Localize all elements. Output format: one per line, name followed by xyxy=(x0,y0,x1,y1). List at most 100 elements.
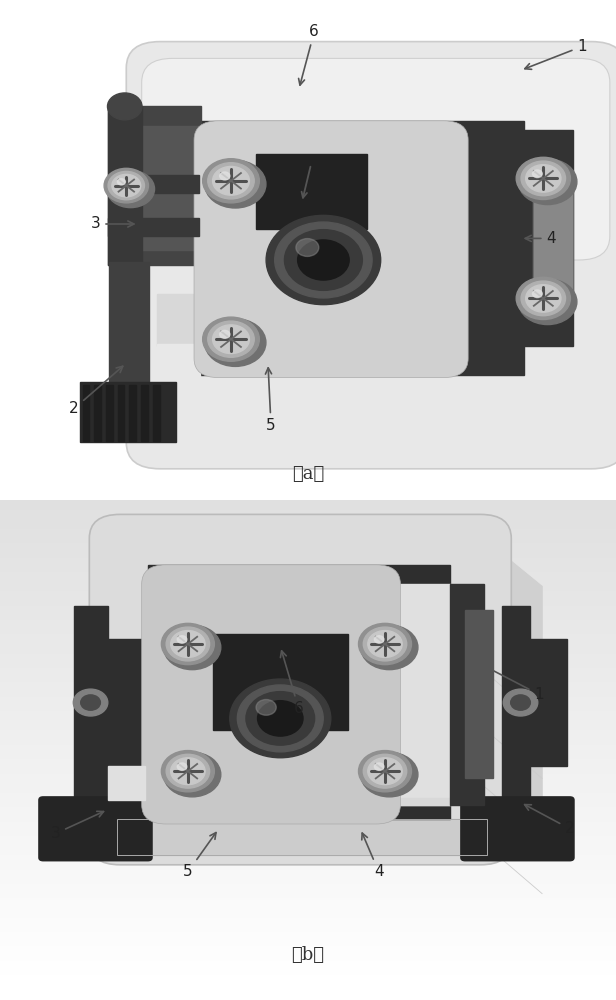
Bar xyxy=(148,565,450,819)
Circle shape xyxy=(203,159,259,203)
Bar xyxy=(108,106,201,265)
Text: 3: 3 xyxy=(51,811,103,841)
Circle shape xyxy=(525,285,561,312)
Circle shape xyxy=(213,166,249,195)
Text: 2: 2 xyxy=(525,805,575,836)
Circle shape xyxy=(361,625,418,670)
Bar xyxy=(109,262,149,385)
Bar xyxy=(521,130,573,346)
Circle shape xyxy=(177,636,187,643)
Circle shape xyxy=(521,161,565,196)
Polygon shape xyxy=(502,606,567,800)
Bar xyxy=(141,385,148,441)
Circle shape xyxy=(107,170,155,208)
Circle shape xyxy=(171,631,205,657)
Circle shape xyxy=(511,695,530,710)
Circle shape xyxy=(516,157,570,200)
FancyBboxPatch shape xyxy=(126,42,616,469)
Circle shape xyxy=(220,172,230,180)
Circle shape xyxy=(516,277,570,320)
Circle shape xyxy=(368,758,402,785)
Bar xyxy=(108,106,142,265)
Circle shape xyxy=(521,281,565,316)
Circle shape xyxy=(205,319,266,366)
Bar xyxy=(129,385,136,441)
Circle shape xyxy=(208,163,254,199)
Circle shape xyxy=(230,679,331,758)
Text: 4: 4 xyxy=(362,833,384,880)
Text: 4: 4 xyxy=(525,231,556,246)
Bar xyxy=(108,175,199,193)
Circle shape xyxy=(166,754,209,788)
Circle shape xyxy=(246,692,315,745)
FancyBboxPatch shape xyxy=(89,514,511,865)
Circle shape xyxy=(359,623,411,665)
Circle shape xyxy=(532,170,542,178)
Circle shape xyxy=(375,636,384,643)
Bar xyxy=(533,183,573,303)
Circle shape xyxy=(171,758,205,785)
Circle shape xyxy=(104,168,148,203)
Circle shape xyxy=(518,159,577,205)
Bar xyxy=(132,126,200,250)
Text: 1: 1 xyxy=(479,663,544,702)
Bar xyxy=(157,294,200,346)
Circle shape xyxy=(81,695,100,710)
Bar xyxy=(117,819,487,855)
Bar xyxy=(157,344,200,380)
Bar xyxy=(106,385,113,441)
Circle shape xyxy=(237,685,323,752)
Circle shape xyxy=(108,93,142,120)
FancyBboxPatch shape xyxy=(142,58,610,260)
Circle shape xyxy=(363,754,407,788)
Bar xyxy=(533,183,573,303)
Text: 6: 6 xyxy=(299,24,319,85)
Circle shape xyxy=(275,222,372,298)
Circle shape xyxy=(112,174,140,197)
Polygon shape xyxy=(74,606,145,800)
Bar xyxy=(83,385,89,441)
FancyBboxPatch shape xyxy=(194,121,468,378)
Circle shape xyxy=(220,330,230,338)
Circle shape xyxy=(213,325,249,354)
Bar xyxy=(80,382,176,442)
Text: 1: 1 xyxy=(525,39,587,69)
Circle shape xyxy=(73,689,108,716)
Bar xyxy=(465,610,493,778)
Circle shape xyxy=(361,752,418,797)
FancyBboxPatch shape xyxy=(142,565,400,824)
Circle shape xyxy=(256,700,276,715)
Circle shape xyxy=(285,230,362,290)
Bar xyxy=(94,385,101,441)
FancyBboxPatch shape xyxy=(460,796,575,861)
Text: 5: 5 xyxy=(265,368,276,433)
Circle shape xyxy=(503,689,538,716)
Bar xyxy=(118,385,124,441)
Circle shape xyxy=(118,179,126,185)
Bar xyxy=(200,121,524,375)
Circle shape xyxy=(257,701,303,736)
Polygon shape xyxy=(120,536,542,586)
Text: （a）: （a） xyxy=(292,465,324,483)
Text: （b）: （b） xyxy=(291,946,325,964)
FancyBboxPatch shape xyxy=(38,796,153,861)
Text: 3: 3 xyxy=(91,217,134,232)
Text: 6: 6 xyxy=(280,651,304,716)
Circle shape xyxy=(266,215,381,305)
Circle shape xyxy=(205,160,266,208)
Circle shape xyxy=(108,171,145,200)
Polygon shape xyxy=(166,798,450,805)
Circle shape xyxy=(525,165,561,192)
Bar xyxy=(256,154,367,229)
Circle shape xyxy=(161,623,214,665)
Bar xyxy=(108,766,145,800)
Polygon shape xyxy=(480,536,542,841)
Text: 2: 2 xyxy=(69,366,123,416)
Circle shape xyxy=(363,627,407,661)
Circle shape xyxy=(164,625,221,670)
Circle shape xyxy=(532,290,542,298)
Polygon shape xyxy=(376,584,450,805)
Circle shape xyxy=(518,279,577,325)
Bar xyxy=(108,218,199,236)
Circle shape xyxy=(203,317,259,361)
